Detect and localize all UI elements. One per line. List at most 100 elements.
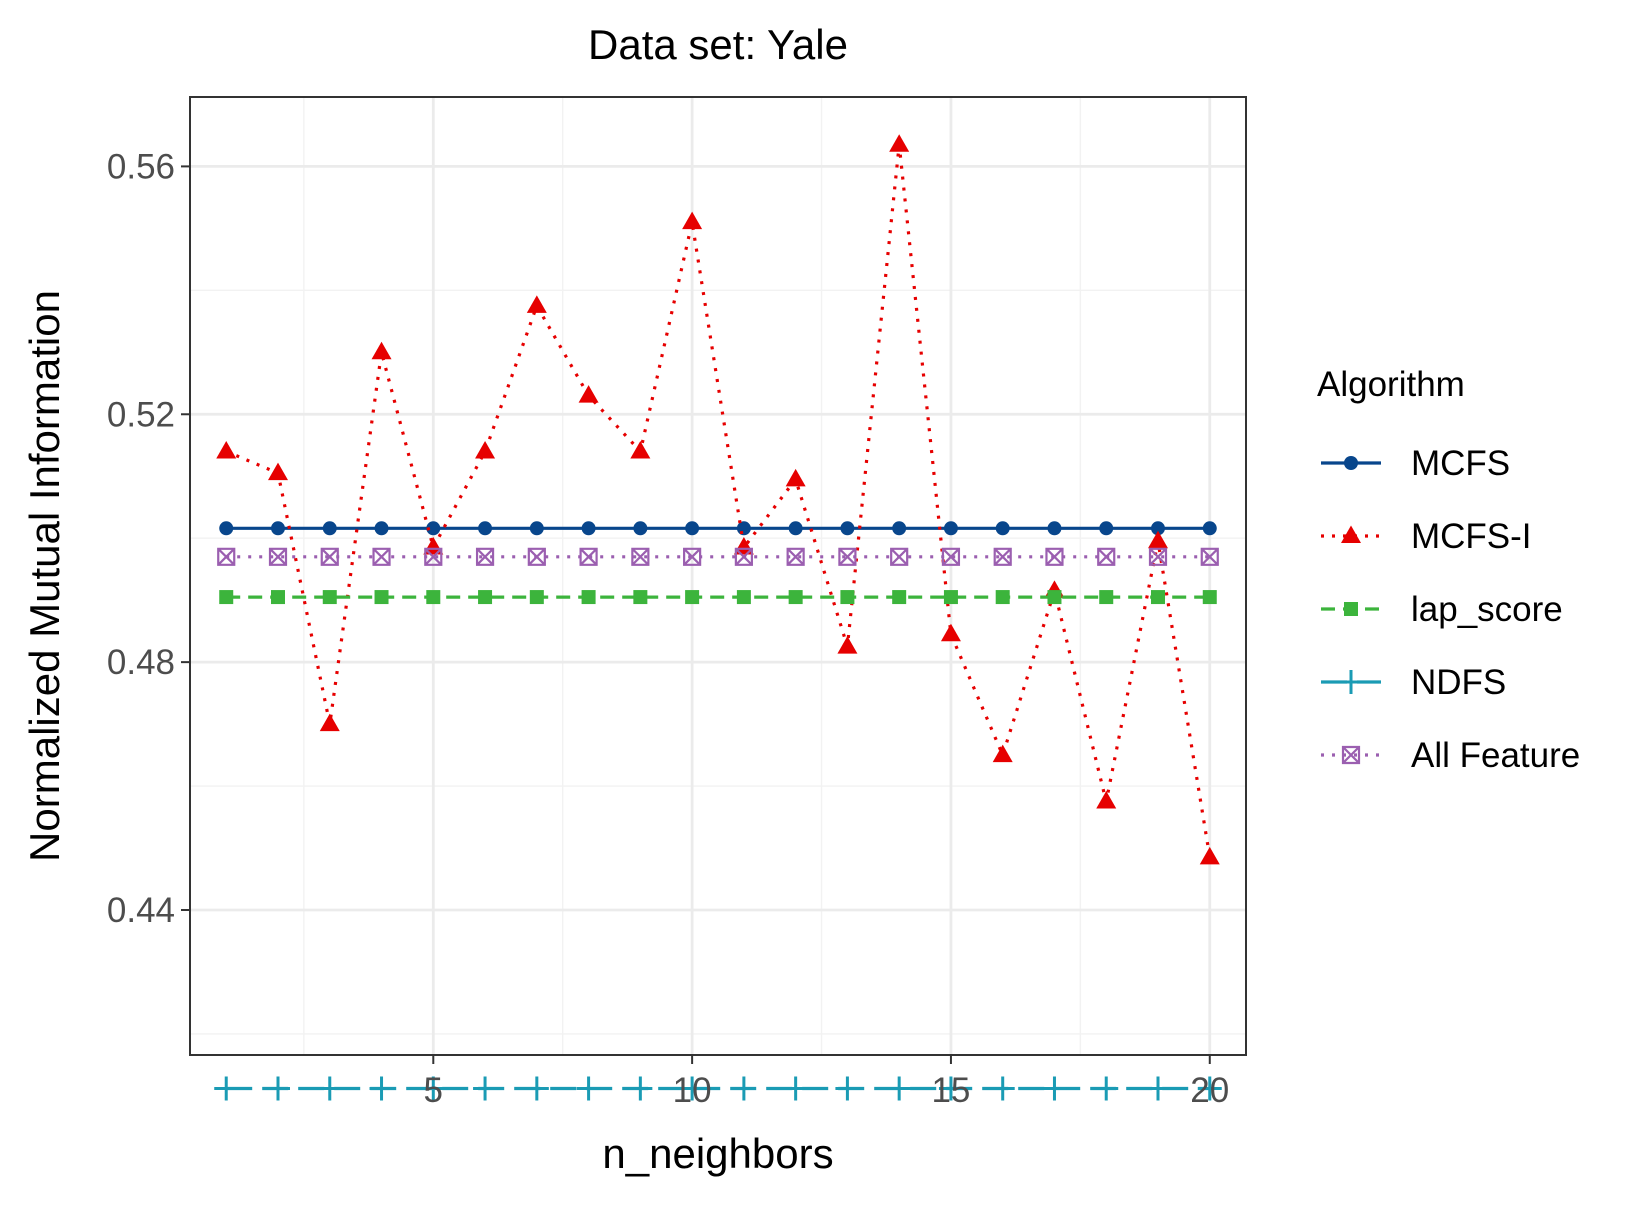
point-mcfs <box>322 521 337 536</box>
point-mcfs-i <box>940 623 961 642</box>
legend-item-lap-score: lap_score <box>1321 590 1563 629</box>
point-mcfs <box>892 521 907 536</box>
legend-label-ndfs: NDFS <box>1411 663 1506 702</box>
x-tick-label: 15 <box>931 1071 970 1110</box>
point-all-feature <box>631 547 650 566</box>
point-all-feature <box>890 547 909 566</box>
legend-item-all-feature: All Feature <box>1321 736 1580 775</box>
series-all-feature <box>217 547 1219 566</box>
point-ndfs <box>214 1076 239 1101</box>
point-mcfs <box>1099 521 1114 536</box>
point-mcfs-i <box>475 440 496 459</box>
point-mcfs-i <box>992 744 1013 763</box>
point-mcfs-i <box>733 536 754 555</box>
series-ndfs <box>214 1076 1222 1101</box>
point-mcfs-i <box>1199 846 1220 865</box>
legend-item-mcfs-i: MCFS-I <box>1321 517 1532 556</box>
point-mcfs-i <box>1148 530 1168 549</box>
point-ndfs <box>421 1076 446 1101</box>
legend-label-lap-score: lap_score <box>1411 590 1563 629</box>
point-all-feature <box>1097 547 1116 566</box>
point-all-feature <box>1148 547 1168 566</box>
point-mcfs-i <box>837 636 858 654</box>
x-axis-title: n_neighbors <box>602 1130 833 1177</box>
point-mcfs <box>426 521 441 536</box>
x-tick-label: 5 <box>424 1071 443 1110</box>
point-lap-score <box>271 590 285 605</box>
y-tick-label: 0.48 <box>107 643 175 682</box>
point-lap-score <box>995 590 1010 605</box>
point-mcfs-i <box>1096 791 1117 809</box>
legend-key-marker <box>1344 602 1358 616</box>
point-mcfs <box>788 521 803 536</box>
legend: Algorithm MCFS MCFS-I lap_score NDFS All Fea… <box>1317 365 1580 775</box>
point-lap-score <box>478 590 493 605</box>
point-ndfs <box>524 1076 549 1101</box>
point-mcfs <box>1202 521 1217 536</box>
legend-key-marker <box>1341 525 1361 543</box>
point-ndfs <box>835 1076 860 1101</box>
series-mcfs <box>219 521 1217 536</box>
point-all-feature <box>579 547 598 566</box>
series-layer <box>214 134 1222 1101</box>
point-mcfs-i <box>319 713 340 732</box>
point-lap-score <box>1099 590 1114 605</box>
point-mcfs <box>271 521 285 536</box>
point-mcfs <box>219 521 234 536</box>
point-ndfs <box>473 1076 498 1101</box>
y-axis-title: Normalized Mutual Information <box>21 290 68 862</box>
point-all-feature <box>993 547 1012 566</box>
point-mcfs-i <box>785 468 806 487</box>
point-ndfs <box>317 1076 342 1101</box>
point-ndfs <box>731 1076 756 1101</box>
point-mcfs <box>374 521 389 536</box>
point-lap-score <box>219 590 234 605</box>
point-all-feature <box>941 547 961 566</box>
legend-label-all-feature: All Feature <box>1411 736 1580 775</box>
point-lap-score <box>322 590 337 605</box>
plot-panel-border <box>189 96 1247 1056</box>
y-tick-label: 0.44 <box>107 891 175 930</box>
point-lap-score <box>581 590 596 605</box>
point-mcfs <box>1151 521 1165 536</box>
point-mcfs <box>581 521 596 536</box>
point-mcfs-i <box>682 211 703 230</box>
point-all-feature <box>475 547 495 566</box>
point-ndfs <box>990 1076 1015 1101</box>
x-tick-label: 10 <box>673 1071 712 1110</box>
point-lap-score <box>736 590 751 605</box>
y-tick-label: 0.52 <box>107 395 175 434</box>
point-mcfs <box>840 521 855 536</box>
point-all-feature <box>838 547 857 566</box>
point-lap-score <box>1047 590 1062 605</box>
point-all-feature <box>683 547 702 566</box>
point-all-feature <box>1045 547 1064 566</box>
point-mcfs-i <box>630 440 651 459</box>
point-mcfs <box>736 521 751 536</box>
point-ndfs <box>1094 1076 1119 1101</box>
point-mcfs-i <box>371 341 392 360</box>
point-mcfs <box>529 521 544 536</box>
point-lap-score <box>426 590 441 605</box>
point-ndfs <box>576 1076 601 1101</box>
point-ndfs <box>266 1076 290 1101</box>
point-mcfs-i <box>268 462 288 481</box>
point-all-feature <box>217 547 236 566</box>
point-lap-score <box>840 590 855 605</box>
point-all-feature <box>424 547 443 566</box>
axes: 0.44 0.48 0.52 0.56 5 10 15 20 <box>107 147 1229 1110</box>
point-lap-score <box>633 590 648 605</box>
legend-key-marker <box>1339 670 1363 694</box>
point-ndfs <box>887 1076 912 1101</box>
point-mcfs <box>943 521 958 536</box>
legend-items: MCFS MCFS-I lap_score NDFS All Feature <box>1321 444 1580 775</box>
point-mcfs <box>995 521 1010 536</box>
point-mcfs-i <box>578 385 599 403</box>
point-mcfs-i <box>526 295 547 313</box>
point-lap-score <box>1151 590 1165 605</box>
point-all-feature <box>372 547 391 566</box>
point-all-feature <box>1200 547 1219 566</box>
point-ndfs <box>369 1076 394 1101</box>
